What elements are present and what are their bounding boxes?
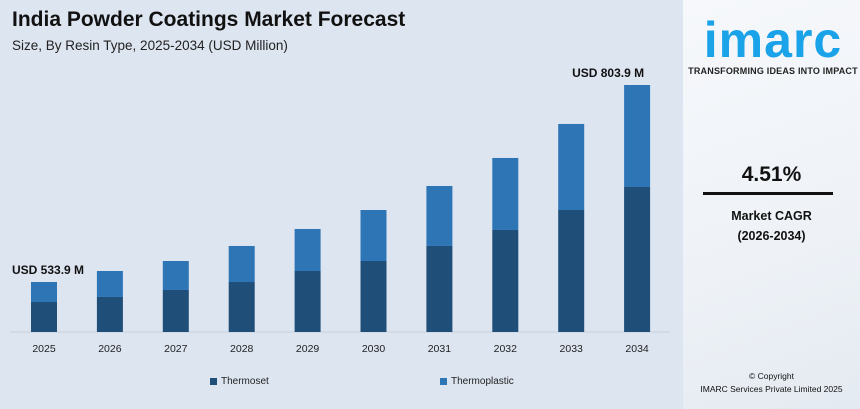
side-panel: imarc TRANSFORMING IDEAS INTO IMPACT 4.5… [683, 0, 860, 409]
x-tick-label: 2030 [362, 343, 386, 355]
bar-thermoplastic-2029 [294, 228, 321, 271]
x-tick-label: 2034 [625, 343, 649, 355]
bar-thermoset-2029 [294, 270, 321, 332]
x-tick-label: 2033 [560, 343, 584, 355]
bar-thermoset-2031 [426, 245, 453, 332]
copyright-company: IMARC Services Private Limited 2025 [700, 384, 843, 394]
legend-label: Thermoset [221, 376, 269, 387]
bar-thermoplastic-2025 [31, 282, 57, 303]
x-tick-label: 2025 [32, 343, 56, 355]
bar-thermoset-2026 [96, 296, 123, 332]
logo-wordmark: imarc [703, 12, 843, 68]
chart-title: India Powder Coatings Market Forecast [12, 8, 406, 31]
cagr-label-text: Market CAGR [731, 209, 812, 223]
cagr-period: (2026-2034) [737, 229, 806, 243]
x-tick-label: 2031 [428, 343, 452, 355]
x-tick-label: 2028 [230, 343, 254, 355]
legend-thermoplastic: Thermoplastic [440, 376, 514, 387]
bar-thermoplastic-2032 [492, 157, 519, 230]
x-tick-label: 2027 [164, 343, 188, 355]
bar-thermoset-2034 [624, 187, 651, 332]
chart-subtitle: Size, By Resin Type, 2025-2034 (USD Mill… [12, 38, 288, 53]
legend-label: Thermoplastic [451, 376, 514, 387]
bar-thermoplastic-2028 [228, 245, 255, 283]
bar-thermoplastic-2034 [624, 85, 651, 188]
bar-thermoset-2032 [492, 229, 519, 332]
bar-thermoset-2033 [558, 209, 585, 332]
legend-swatch-thermoset [210, 378, 217, 385]
legend-thermoset: Thermoset [210, 376, 269, 387]
bar-thermoplastic-2026 [96, 270, 123, 297]
legend-swatch-thermoplastic [440, 378, 447, 385]
bar-thermoset-2025 [31, 302, 57, 332]
bar-thermoplastic-2033 [558, 123, 585, 210]
x-tick-label: 2026 [98, 343, 122, 355]
imarc-logo: imarc TRANSFORMING IDEAS INTO IMPACT [688, 14, 858, 76]
bar-thermoset-2027 [162, 289, 189, 332]
chart-panel: India Powder Coatings Market Forecast Si… [0, 0, 683, 409]
cagr-label: Market CAGR (2026-2034) [683, 206, 860, 246]
copyright: © Copyright [748, 371, 794, 381]
cagr-divider [703, 192, 833, 195]
bar-thermoset-2030 [360, 261, 387, 332]
total-annotation: USD 533.9 M [12, 263, 84, 277]
x-tick-label: 2032 [494, 343, 518, 355]
bar-thermoplastic-2031 [426, 185, 453, 246]
bar-thermoplastic-2030 [360, 209, 387, 262]
bar-thermoplastic-2027 [162, 261, 189, 290]
logo-tagline: TRANSFORMING IDEAS INTO IMPACT [688, 66, 858, 76]
bar-chart: 2025 USD 533.9 M 2026 2027 2028 2029 2030 2031 2… [10, 66, 670, 355]
total-annotation: USD 803.9 M [572, 66, 644, 80]
x-tick-label: 2029 [296, 343, 320, 355]
bar-thermoset-2028 [228, 282, 255, 332]
cagr-value: 4.51% [741, 163, 802, 186]
